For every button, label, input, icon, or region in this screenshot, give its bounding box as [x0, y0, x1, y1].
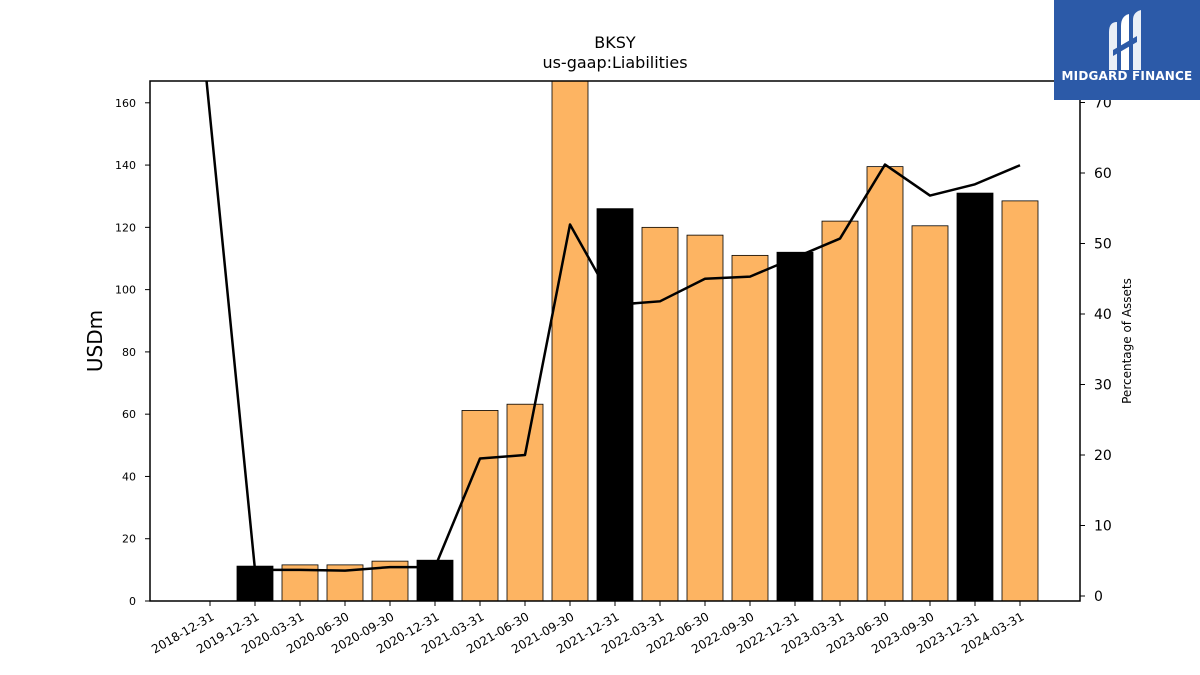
y-tick-label: 160 — [115, 97, 136, 110]
bar — [236, 565, 274, 602]
y-tick-label: 40 — [122, 470, 136, 483]
y2-tick-label: 60 — [1094, 166, 1112, 182]
y2-tick-label: 50 — [1094, 237, 1112, 253]
chart-title: BKSY — [594, 33, 636, 52]
line-layer — [205, 80, 1021, 572]
y-tick-label: 0 — [129, 595, 136, 608]
bar — [551, 80, 589, 602]
y-tick-label: 120 — [115, 221, 136, 234]
chart-subtitle: us-gaap:Liabilities — [542, 53, 687, 72]
y2-tick-label: 0 — [1094, 589, 1103, 605]
y2-axis-label: Percentage of Assets — [1120, 278, 1134, 404]
series-line — [205, 80, 1021, 572]
y2-tick-label: 10 — [1094, 519, 1112, 535]
y2-tick-label: 30 — [1094, 378, 1112, 394]
logo-text: MIDGARD FINANCE — [1061, 69, 1193, 83]
bar — [1001, 200, 1039, 602]
bar — [506, 403, 544, 602]
y-axis-label: USDm — [83, 310, 107, 372]
y-tick-label: 80 — [122, 346, 136, 359]
bar — [596, 208, 634, 602]
bar — [731, 254, 769, 602]
bar — [461, 410, 499, 602]
bar — [866, 166, 904, 602]
bar — [911, 225, 949, 602]
bar — [956, 192, 994, 602]
bar — [776, 251, 814, 602]
y-tick-label: 60 — [122, 408, 136, 421]
y-tick-label: 20 — [122, 533, 136, 546]
bar — [821, 220, 859, 602]
y2-tick-label: 40 — [1094, 307, 1112, 323]
y-tick-label: 100 — [115, 284, 136, 297]
bar — [641, 226, 679, 602]
y-axis-left: 0 20 40 60 80 100 120 140 160 — [115, 97, 150, 608]
midgard-finance-logo: MIDGARD FINANCE — [1054, 0, 1200, 100]
bars-layer — [236, 80, 1039, 602]
y2-tick-label: 20 — [1094, 448, 1112, 464]
bar — [686, 234, 724, 602]
x-axis: 2018-12-312019-12-312020-03-312020-06-30… — [149, 601, 1027, 656]
midgard-logo-icon — [1109, 10, 1141, 70]
y-tick-label: 140 — [115, 159, 136, 172]
